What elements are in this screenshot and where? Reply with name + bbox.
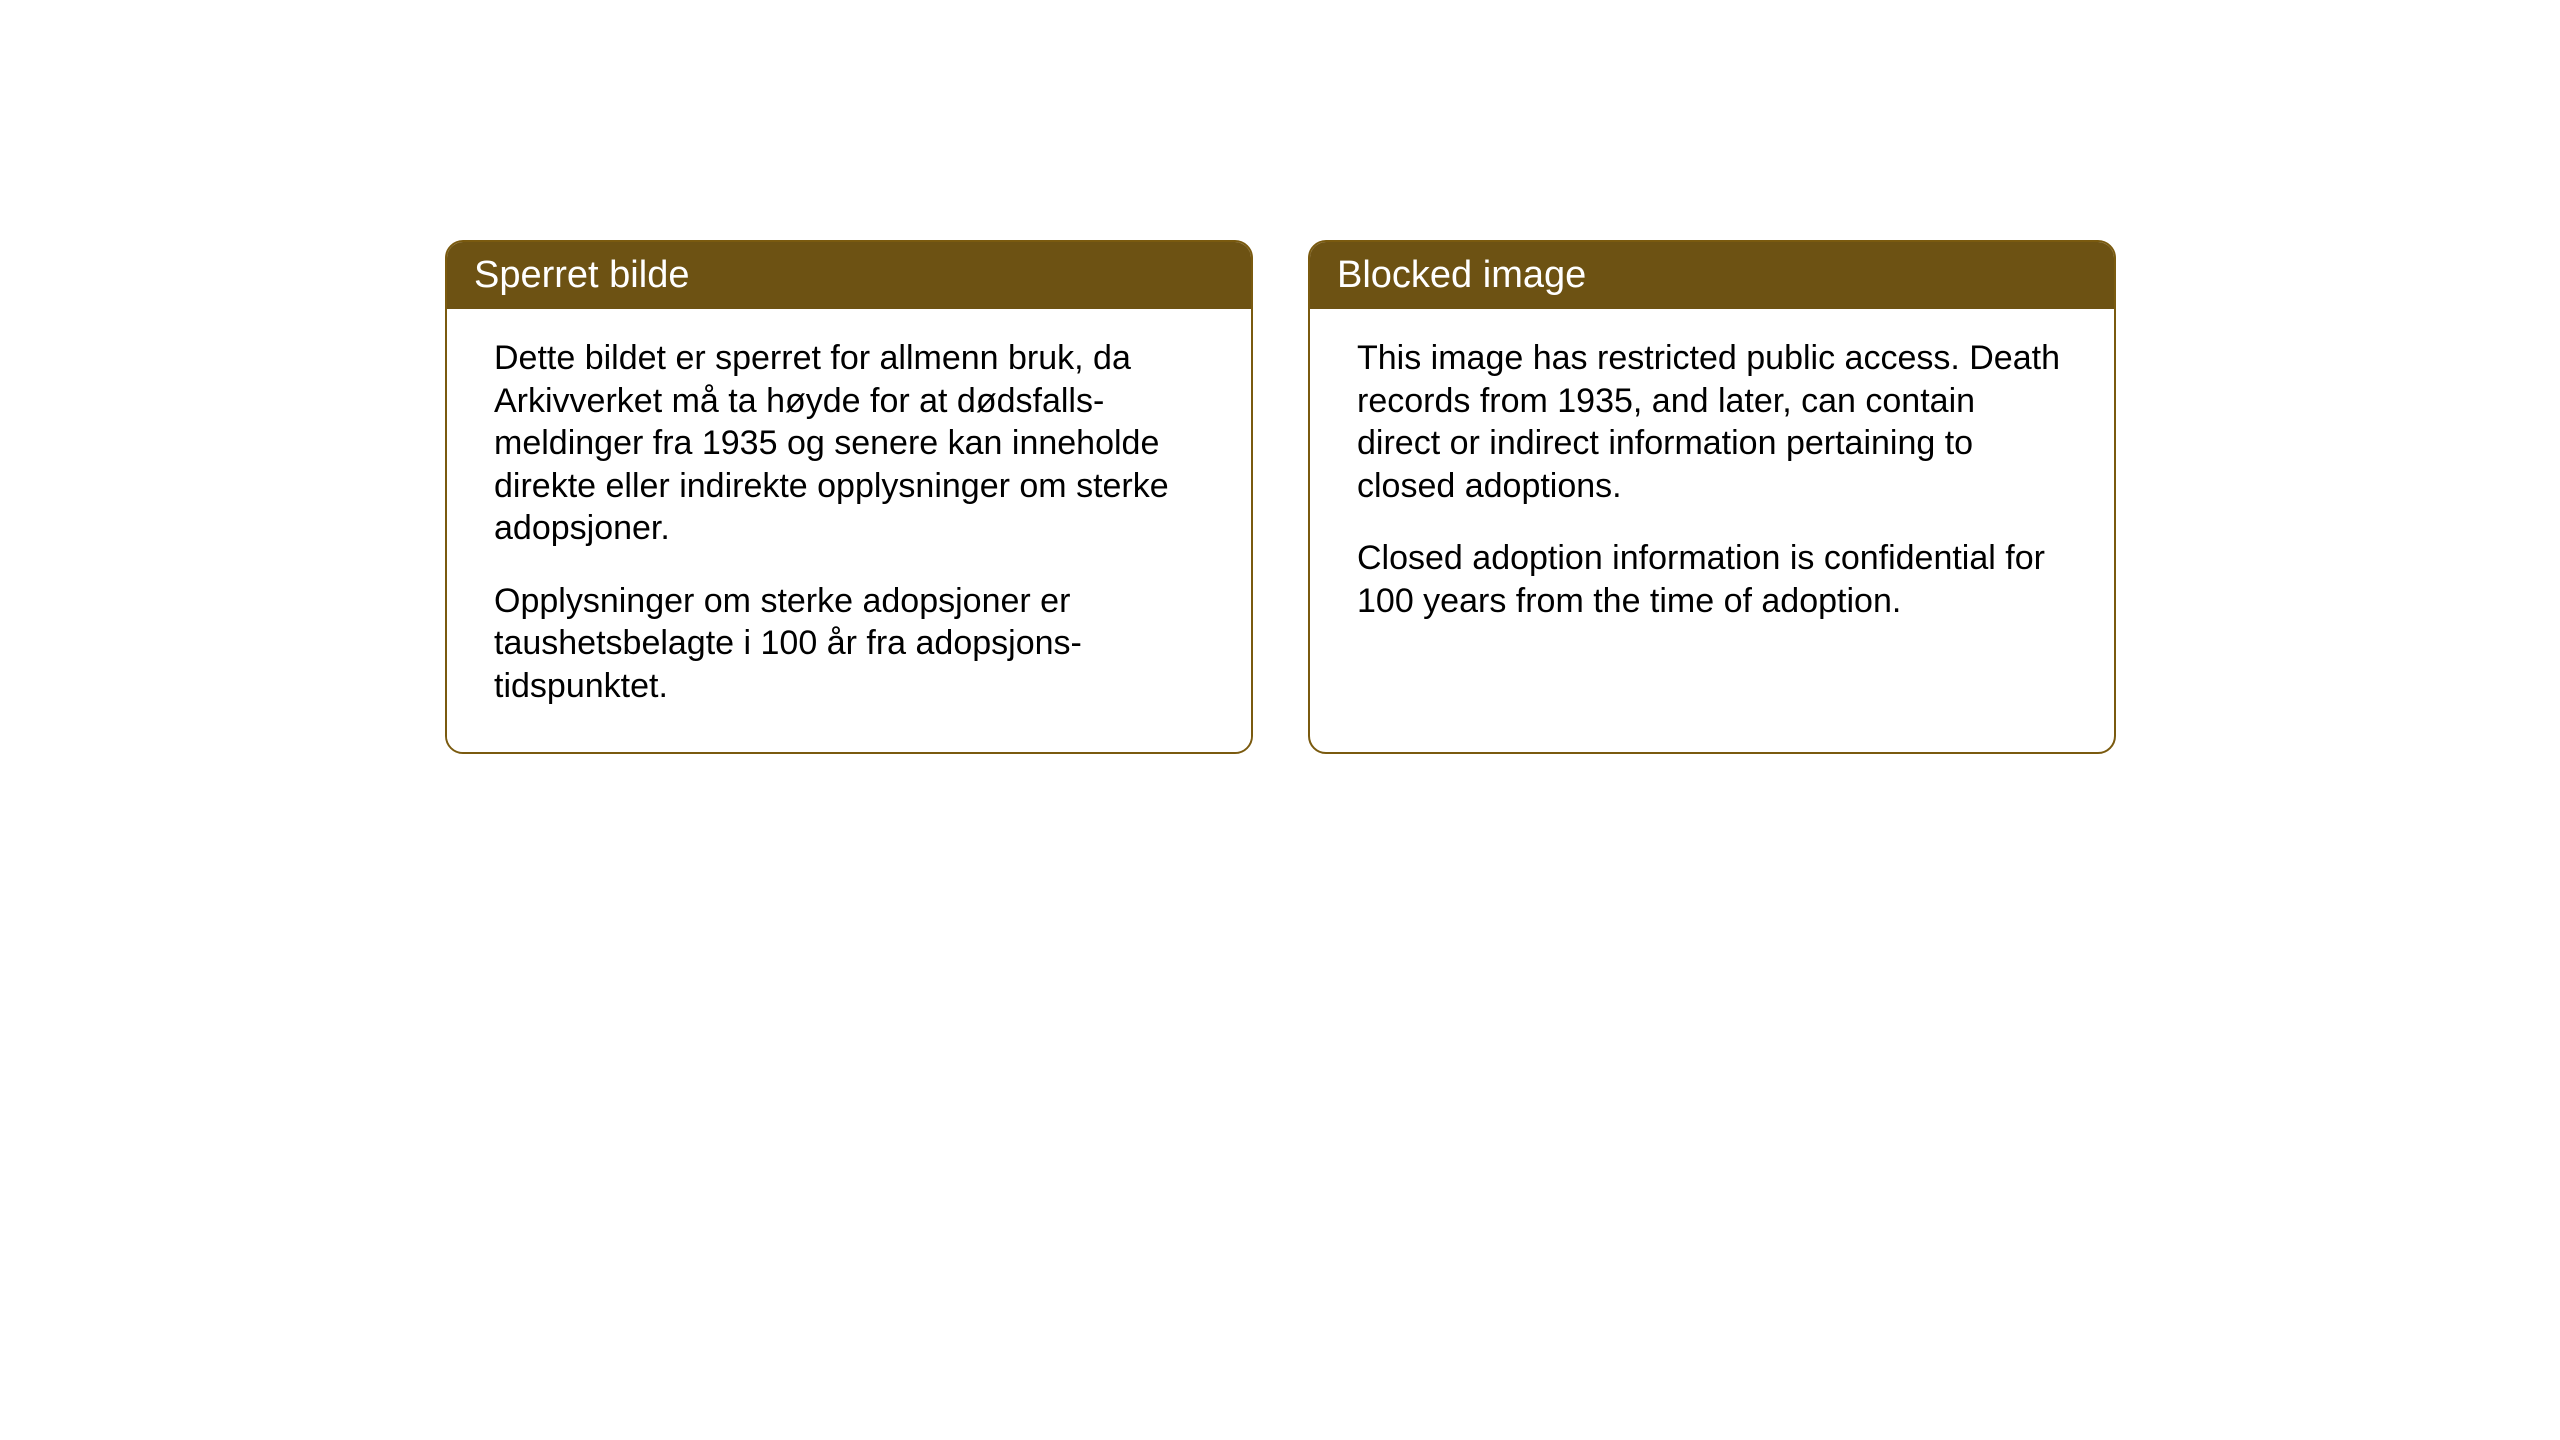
card-paragraph: This image has restricted public access.… — [1357, 337, 2067, 507]
card-body-norwegian: Dette bildet er sperret for allmenn bruk… — [447, 309, 1251, 752]
card-paragraph: Dette bildet er sperret for allmenn bruk… — [494, 337, 1204, 550]
card-paragraph: Opplysninger om sterke adopsjoner er tau… — [494, 580, 1204, 708]
notice-card-english: Blocked image This image has restricted … — [1308, 240, 2116, 754]
card-title: Sperret bilde — [474, 254, 689, 296]
card-header-norwegian: Sperret bilde — [447, 242, 1251, 309]
card-header-english: Blocked image — [1310, 242, 2114, 309]
card-body-english: This image has restricted public access.… — [1310, 309, 2114, 667]
card-title: Blocked image — [1337, 254, 1586, 296]
notice-card-norwegian: Sperret bilde Dette bildet er sperret fo… — [445, 240, 1253, 754]
notice-cards-container: Sperret bilde Dette bildet er sperret fo… — [445, 240, 2560, 754]
card-paragraph: Closed adoption information is confident… — [1357, 537, 2067, 622]
